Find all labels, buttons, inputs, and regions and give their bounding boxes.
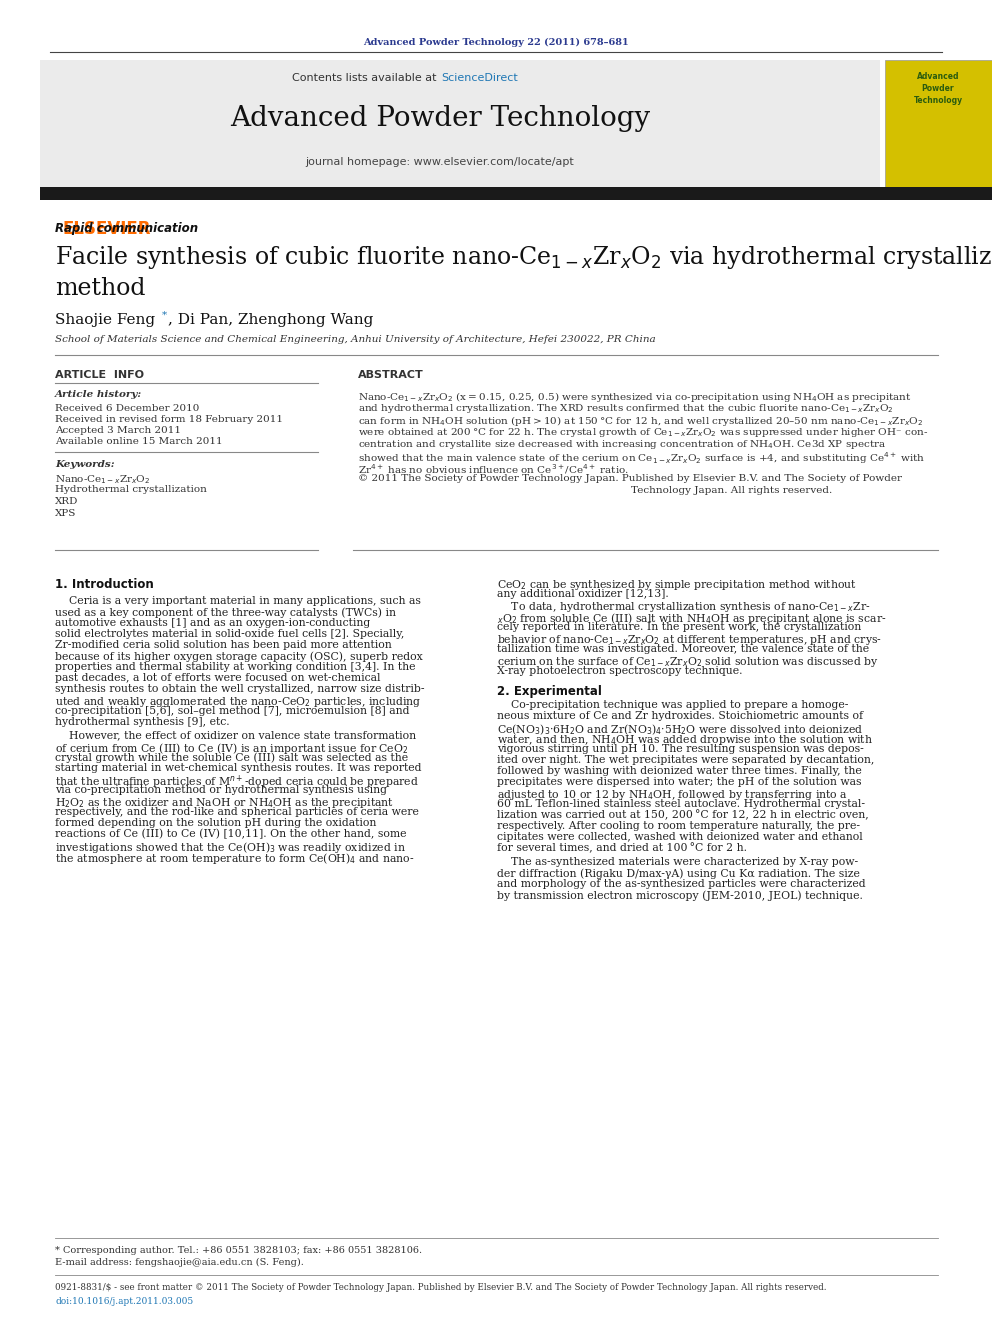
Text: formed depending on the solution pH during the oxidation: formed depending on the solution pH duri…	[55, 818, 376, 828]
Text: Rapid communication: Rapid communication	[55, 222, 198, 235]
Text: CeO$_2$ can be synthesized by simple precipitation method without: CeO$_2$ can be synthesized by simple pre…	[497, 578, 857, 591]
Text: uted and weakly agglomerated the nano-CeO$_2$ particles, including: uted and weakly agglomerated the nano-Ce…	[55, 695, 422, 709]
Text: The as-synthesized materials were characterized by X-ray pow-: The as-synthesized materials were charac…	[497, 857, 858, 867]
Text: any additional oxidizer [12,13].: any additional oxidizer [12,13].	[497, 589, 669, 599]
Text: properties and thermal stability at working condition [3,4]. In the: properties and thermal stability at work…	[55, 662, 416, 672]
Text: by transmission electron microscopy (JEM-2010, JEOL) technique.: by transmission electron microscopy (JEM…	[497, 890, 863, 901]
Text: Advanced Powder Technology 22 (2011) 678–681: Advanced Powder Technology 22 (2011) 678…	[363, 38, 629, 48]
Text: Shaojie Feng: Shaojie Feng	[55, 314, 155, 327]
Text: School of Materials Science and Chemical Engineering, Anhui University of Archit: School of Materials Science and Chemical…	[55, 335, 656, 344]
Text: and hydrothermal crystallization. The XRD results confirmed that the cubic fluor: and hydrothermal crystallization. The XR…	[358, 402, 894, 415]
Text: Ceria is a very important material in many applications, such as: Ceria is a very important material in ma…	[55, 595, 421, 606]
Text: Co-precipitation technique was applied to prepare a homoge-: Co-precipitation technique was applied t…	[497, 700, 848, 710]
Text: cipitates were collected, washed with deionized water and ethanol: cipitates were collected, washed with de…	[497, 832, 863, 841]
Text: hydrothermal synthesis [9], etc.: hydrothermal synthesis [9], etc.	[55, 717, 229, 728]
Text: Nano-Ce$_{1-x}$Zr$_x$O$_2$: Nano-Ce$_{1-x}$Zr$_x$O$_2$	[55, 474, 151, 486]
Text: vigorous stirring until pH 10. The resulting suspension was depos-: vigorous stirring until pH 10. The resul…	[497, 744, 864, 754]
Text: Technology Japan. All rights reserved.: Technology Japan. All rights reserved.	[358, 486, 832, 495]
Text: XPS: XPS	[55, 509, 76, 519]
Text: of cerium from Ce (III) to Ce (IV) is an important issue for CeO$_2$: of cerium from Ce (III) to Ce (IV) is an…	[55, 741, 409, 755]
Text: 1. Introduction: 1. Introduction	[55, 578, 154, 591]
Text: water, and then, NH$_4$OH was added dropwise into the solution with: water, and then, NH$_4$OH was added drop…	[497, 733, 873, 747]
Text: Nano-Ce$_{1-x}$Zr$_x$O$_2$ (x = 0.15, 0.25, 0.5) were synthesized via co-precipi: Nano-Ce$_{1-x}$Zr$_x$O$_2$ (x = 0.15, 0.…	[358, 390, 912, 404]
Text: However, the effect of oxidizer on valence state transformation: However, the effect of oxidizer on valen…	[55, 730, 416, 740]
Text: used as a key component of the three-way catalysts (TWCs) in: used as a key component of the three-way…	[55, 607, 396, 618]
Text: XRD: XRD	[55, 497, 78, 505]
Text: * Corresponding author. Tel.: +86 0551 3828103; fax: +86 0551 3828106.: * Corresponding author. Tel.: +86 0551 3…	[55, 1246, 423, 1256]
Text: lization was carried out at 150, 200 °C for 12, 22 h in electric oven,: lization was carried out at 150, 200 °C …	[497, 810, 869, 820]
Text: respectively. After cooling to room temperature naturally, the pre-: respectively. After cooling to room temp…	[497, 822, 860, 831]
Text: synthesis routes to obtain the well crystallized, narrow size distrib-: synthesis routes to obtain the well crys…	[55, 684, 425, 695]
Text: Available online 15 March 2011: Available online 15 March 2011	[55, 437, 222, 446]
Text: 2. Experimental: 2. Experimental	[497, 685, 602, 699]
Text: via co-precipitation method or hydrothermal synthesis using: via co-precipitation method or hydrother…	[55, 785, 387, 795]
Text: Accepted 3 March 2011: Accepted 3 March 2011	[55, 426, 181, 435]
Text: 0921-8831/$ - see front matter © 2011 The Society of Powder Technology Japan. Pu: 0921-8831/$ - see front matter © 2011 Th…	[55, 1283, 826, 1293]
Text: investigations showed that the Ce(OH)$_3$ was readily oxidized in: investigations showed that the Ce(OH)$_3…	[55, 840, 406, 855]
Text: centration and crystallite size decreased with increasing concentration of NH$_4: centration and crystallite size decrease…	[358, 438, 886, 451]
Text: Advanced
Powder
Technology: Advanced Powder Technology	[914, 71, 962, 105]
Text: Hydrothermal crystallization: Hydrothermal crystallization	[55, 486, 207, 493]
Text: Article history:: Article history:	[55, 390, 142, 400]
Text: respectively, and the rod-like and spherical particles of ceria were: respectively, and the rod-like and spher…	[55, 807, 419, 818]
Text: ScienceDirect: ScienceDirect	[441, 73, 518, 83]
Text: adjusted to 10 or 12 by NH$_4$OH, followed by transferring into a: adjusted to 10 or 12 by NH$_4$OH, follow…	[497, 789, 848, 802]
Text: neous mixture of Ce and Zr hydroxides. Stoichiometric amounts of: neous mixture of Ce and Zr hydroxides. S…	[497, 710, 863, 721]
Text: $_x$O$_2$ from soluble Ce (III) salt with NH$_4$OH as precipitant alone is scar-: $_x$O$_2$ from soluble Ce (III) salt wit…	[497, 611, 887, 626]
Text: showed that the main valence state of the cerium on Ce$_{1-x}$Zr$_x$O$_2$ surfac: showed that the main valence state of th…	[358, 450, 926, 466]
Text: solid electrolytes material in solid-oxide fuel cells [2]. Specially,: solid electrolytes material in solid-oxi…	[55, 628, 405, 639]
Text: *: *	[162, 311, 167, 320]
Bar	[885, 60, 992, 191]
Text: Advanced Powder Technology: Advanced Powder Technology	[230, 105, 650, 132]
Text: H$_2$O$_2$ as the oxidizer and NaOH or NH$_4$OH as the precipitant: H$_2$O$_2$ as the oxidizer and NaOH or N…	[55, 796, 394, 810]
Text: reactions of Ce (III) to Ce (IV) [10,11]. On the other hand, some: reactions of Ce (III) to Ce (IV) [10,11]…	[55, 830, 407, 839]
Text: Keywords:: Keywords:	[55, 460, 115, 468]
Text: cely reported in literature. In the present work, the crystallization: cely reported in literature. In the pres…	[497, 622, 861, 632]
Text: journal homepage: www.elsevier.com/locate/apt: journal homepage: www.elsevier.com/locat…	[306, 157, 574, 167]
Text: ELSEVIER: ELSEVIER	[62, 220, 151, 238]
Text: cerium on the surface of Ce$_{1-x}$Zr$_x$O$_2$ solid solution was discussed by: cerium on the surface of Ce$_{1-x}$Zr$_x…	[497, 655, 879, 669]
Text: Zr$^{4+}$ has no obvious influence on Ce$^{3+}$/Ce$^{4+}$ ratio.: Zr$^{4+}$ has no obvious influence on Ce…	[358, 462, 629, 476]
Text: past decades, a lot of efforts were focused on wet-chemical: past decades, a lot of efforts were focu…	[55, 673, 381, 683]
Text: automotive exhausts [1] and as an oxygen-ion-conducting: automotive exhausts [1] and as an oxygen…	[55, 618, 370, 628]
Text: precipitates were dispersed into water; the pH of the solution was: precipitates were dispersed into water; …	[497, 777, 861, 787]
Text: co-precipitation [5,6], sol–gel method [7], microemulsion [8] and: co-precipitation [5,6], sol–gel method […	[55, 706, 410, 716]
Text: tallization time was investigated. Moreover, the valence state of the: tallization time was investigated. Moreo…	[497, 644, 869, 654]
Text: the atmosphere at room temperature to form Ce(OH)$_4$ and nano-: the atmosphere at room temperature to fo…	[55, 851, 415, 867]
Text: 60 mL Teflon-lined stainless steel autoclave. Hydrothermal crystal-: 60 mL Teflon-lined stainless steel autoc…	[497, 799, 865, 808]
Text: were obtained at 200 °C for 22 h. The crystal growth of Ce$_{1-x}$Zr$_x$O$_2$ wa: were obtained at 200 °C for 22 h. The cr…	[358, 426, 929, 439]
Text: behavior of nano-Ce$_{1-x}$Zr$_x$O$_2$ at different temperatures, pH and crys-: behavior of nano-Ce$_{1-x}$Zr$_x$O$_2$ a…	[497, 632, 882, 647]
Text: © 2011 The Society of Powder Technology Japan. Published by Elsevier B.V. and Th: © 2011 The Society of Powder Technology …	[358, 474, 902, 483]
Bar	[40, 187, 992, 200]
Text: Received in revised form 18 February 2011: Received in revised form 18 February 201…	[55, 415, 283, 423]
Text: E-mail address: fengshaojie@aia.edu.cn (S. Feng).: E-mail address: fengshaojie@aia.edu.cn (…	[55, 1258, 304, 1267]
Text: , Di Pan, Zhenghong Wang: , Di Pan, Zhenghong Wang	[168, 314, 373, 327]
Text: der diffraction (Rigaku D/max-γA) using Cu Kα radiation. The size: der diffraction (Rigaku D/max-γA) using …	[497, 868, 860, 878]
Text: ABSTRACT: ABSTRACT	[358, 370, 424, 380]
Text: followed by washing with deionized water three times. Finally, the: followed by washing with deionized water…	[497, 766, 862, 777]
Text: ARTICLE  INFO: ARTICLE INFO	[55, 370, 144, 380]
Text: and morphology of the as-synthesized particles were characterized: and morphology of the as-synthesized par…	[497, 878, 866, 889]
Text: that the ultrafine particles of M$^{n+}$-doped ceria could be prepared: that the ultrafine particles of M$^{n+}$…	[55, 774, 419, 791]
Text: Ce(NO$_3$)$_3$·6H$_2$O and Zr(NO$_3$)$_4$·5H$_2$O were dissolved into deionized: Ce(NO$_3$)$_3$·6H$_2$O and Zr(NO$_3$)$_4…	[497, 722, 863, 737]
Text: To data, hydrothermal crystallization synthesis of nano-Ce$_{1-x}$Zr-: To data, hydrothermal crystallization sy…	[497, 601, 870, 614]
Text: for several times, and dried at 100 °C for 2 h.: for several times, and dried at 100 °C f…	[497, 843, 747, 853]
Text: starting material in wet-chemical synthesis routes. It was reported: starting material in wet-chemical synthe…	[55, 763, 422, 773]
Text: X-ray photoelectron spectroscopy technique.: X-ray photoelectron spectroscopy techniq…	[497, 665, 742, 676]
Bar	[40, 60, 880, 188]
Text: doi:10.1016/j.apt.2011.03.005: doi:10.1016/j.apt.2011.03.005	[55, 1297, 193, 1306]
Text: ited over night. The wet precipitates were separated by decantation,: ited over night. The wet precipitates we…	[497, 755, 874, 765]
Text: Facile synthesis of cubic fluorite nano-Ce$_{1-x}$Zr$_x$O$_2$ via hydrothermal c: Facile synthesis of cubic fluorite nano-…	[55, 243, 992, 300]
Text: because of its higher oxygen storage capacity (OSC), superb redox: because of its higher oxygen storage cap…	[55, 651, 423, 662]
Text: crystal growth while the soluble Ce (III) salt was selected as the: crystal growth while the soluble Ce (III…	[55, 751, 408, 762]
Text: Received 6 December 2010: Received 6 December 2010	[55, 404, 199, 413]
Text: Contents lists available at: Contents lists available at	[292, 73, 440, 83]
Text: Zr-modified ceria solid solution has been paid more attention: Zr-modified ceria solid solution has bee…	[55, 640, 392, 650]
Text: can form in NH$_4$OH solution (pH > 10) at 150 °C for 12 h, and well crystallize: can form in NH$_4$OH solution (pH > 10) …	[358, 414, 924, 429]
